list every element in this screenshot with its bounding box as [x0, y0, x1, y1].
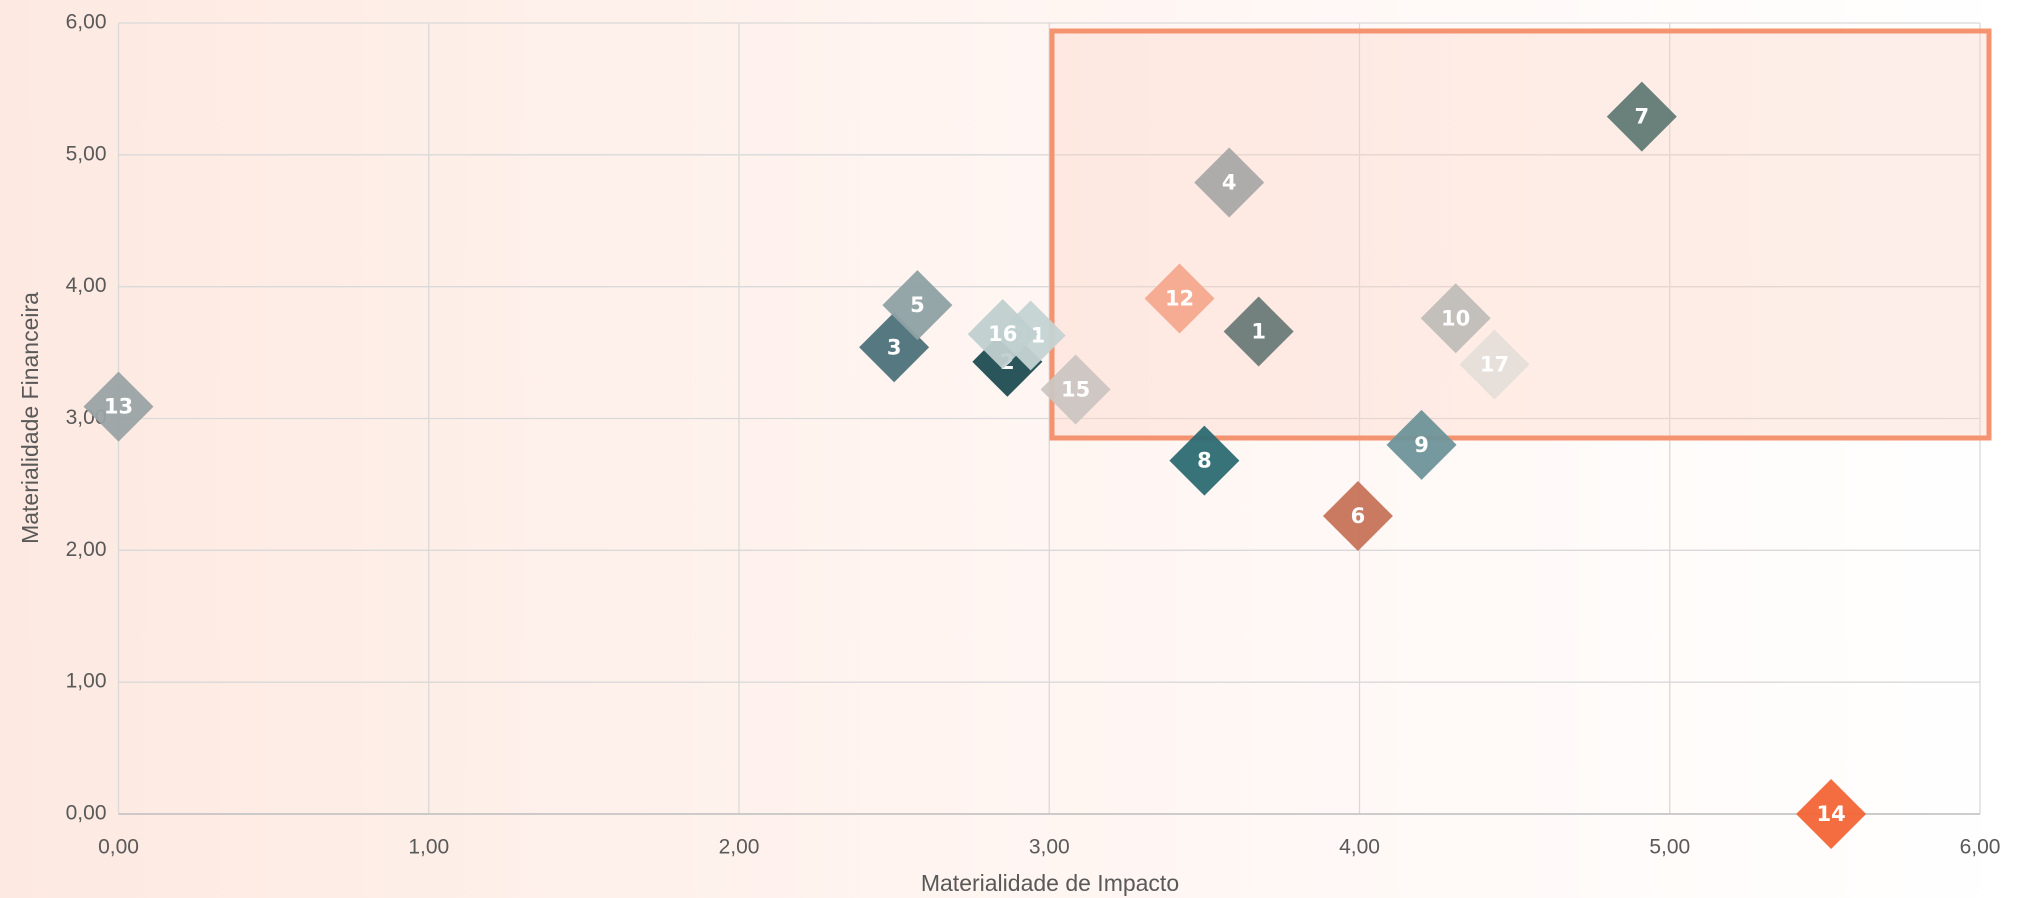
- point-label: 8: [1197, 449, 1212, 473]
- x-axis-title: Materialidade de Impacto: [921, 870, 1179, 896]
- grid: 0,00 1,00 2,00 3,00 4,00 5,00 6,00 0,00 1,00 2,00…: [66, 11, 2001, 859]
- point-label: 5: [910, 293, 925, 317]
- point-label: 13: [104, 395, 133, 419]
- y-tick-label: 4,00: [66, 274, 107, 297]
- point-label: 3: [887, 335, 902, 359]
- point: [882, 270, 953, 341]
- x-tick-label: 2,00: [719, 836, 760, 859]
- point-label: 16: [988, 322, 1017, 346]
- y-tick-label: 0,00: [66, 802, 107, 825]
- highlight-region: [1049, 28, 1992, 441]
- x-tick-label: 1,00: [408, 836, 449, 859]
- point: [1194, 147, 1265, 218]
- x-tick-label: 6,00: [1960, 836, 2001, 859]
- point: [967, 299, 1038, 370]
- point: [1144, 263, 1215, 334]
- point-label: 1: [1251, 319, 1266, 343]
- y-tick-label: 1,00: [66, 670, 107, 693]
- point: [1169, 425, 1240, 496]
- point: [1606, 81, 1677, 152]
- point: [1459, 329, 1530, 400]
- point-label: 14: [1816, 802, 1845, 826]
- points: 1234567891011121314151617: [83, 81, 1867, 849]
- point: [1386, 409, 1457, 480]
- point-label: 9: [1414, 433, 1429, 457]
- x-tick-label: 5,00: [1649, 836, 1690, 859]
- point: [1420, 283, 1491, 354]
- point-label: 10: [1441, 306, 1470, 330]
- y-tick-label: 5,00: [66, 142, 107, 165]
- y-tick-label: 6,00: [66, 11, 107, 34]
- y-tick-label: 2,00: [66, 538, 107, 561]
- point: [83, 371, 154, 442]
- y-axis-title: Materialidade Financeira: [17, 292, 43, 544]
- point-label: 17: [1480, 352, 1509, 376]
- point-label: 4: [1222, 171, 1237, 195]
- point: [1040, 354, 1111, 425]
- point: [1322, 481, 1393, 552]
- point-label: 7: [1635, 105, 1650, 129]
- point: [1223, 296, 1294, 367]
- x-tick-label: 3,00: [1029, 836, 1070, 859]
- point-label: 15: [1061, 377, 1090, 401]
- x-tick-label: 0,00: [98, 836, 139, 859]
- point-label: 12: [1165, 287, 1194, 311]
- point: [1796, 779, 1867, 849]
- point-label: 6: [1351, 504, 1366, 528]
- x-tick-label: 4,00: [1339, 836, 1380, 859]
